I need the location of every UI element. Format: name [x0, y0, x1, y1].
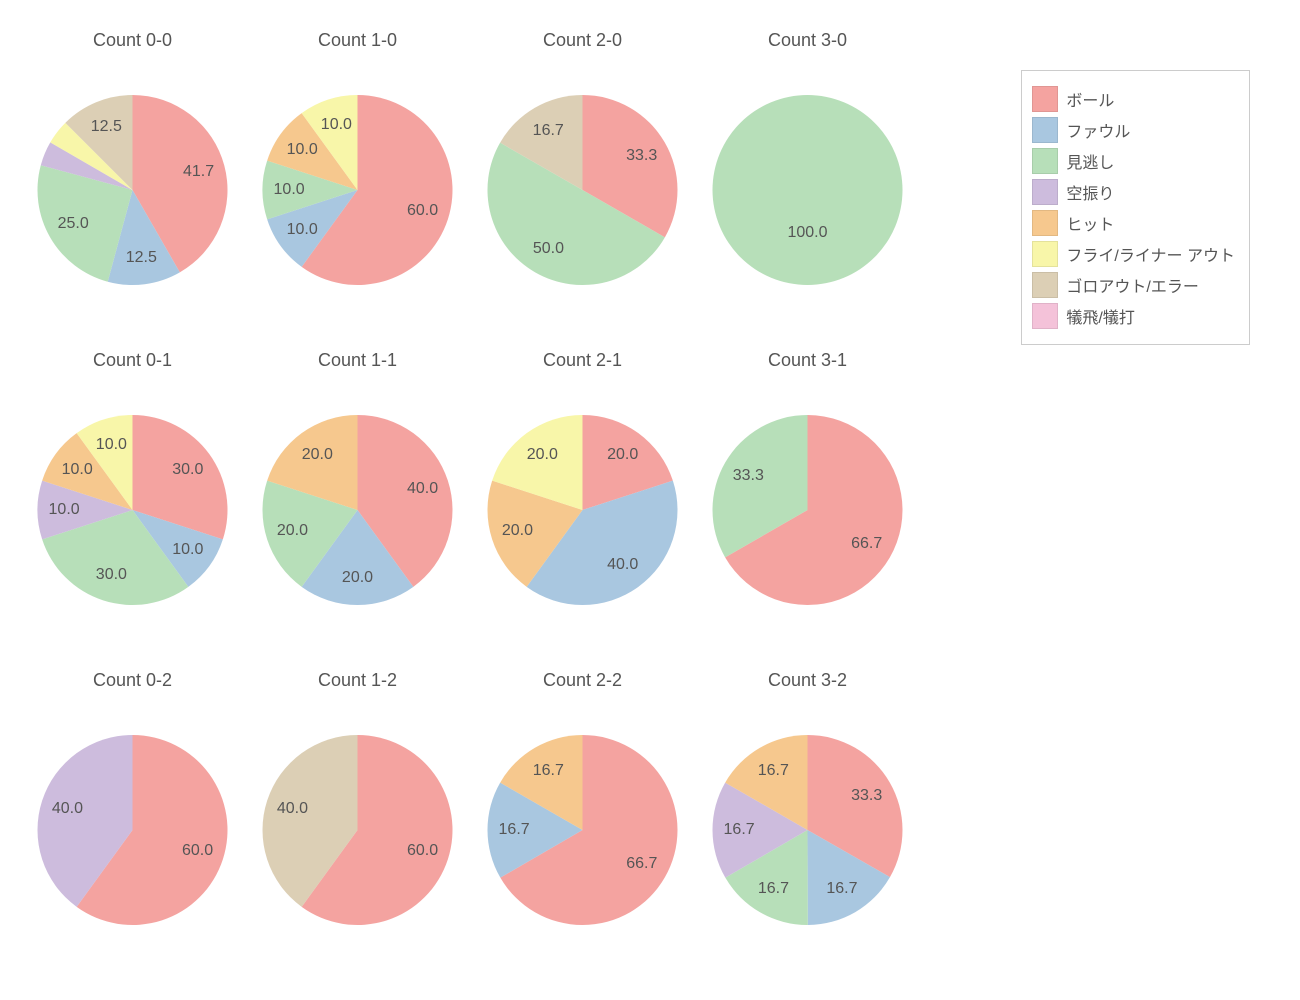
chart-title: Count 0-2 — [20, 660, 245, 695]
pie-grid: Count 0-041.712.525.012.5Count 1-060.010… — [20, 20, 920, 980]
legend-swatch — [1032, 179, 1058, 205]
legend-swatch — [1032, 117, 1058, 143]
chart-title: Count 3-0 — [695, 20, 920, 55]
chart-title: Count 1-1 — [245, 340, 470, 375]
cell-c30: Count 3-0100.0 — [695, 20, 920, 340]
cell-c31: Count 3-166.733.3 — [695, 340, 920, 660]
cell-c11: Count 1-140.020.020.020.0 — [245, 340, 470, 660]
pie-c12: 60.040.0 — [245, 695, 470, 955]
chart-title: Count 0-0 — [20, 20, 245, 55]
legend-swatch — [1032, 303, 1058, 329]
pie-c11: 40.020.020.020.0 — [245, 375, 470, 635]
legend-swatch — [1032, 241, 1058, 267]
legend-row-fly: フライ/ライナー アウト — [1032, 241, 1235, 267]
pie-c32: 33.316.716.716.716.7 — [695, 695, 920, 955]
legend-row-hit: ヒット — [1032, 210, 1235, 236]
cell-c01: Count 0-130.010.030.010.010.010.0 — [20, 340, 245, 660]
chart-title: Count 1-2 — [245, 660, 470, 695]
legend-label: 犠飛/犠打 — [1066, 304, 1134, 328]
slice-look — [713, 95, 903, 285]
chart-canvas: Count 0-041.712.525.012.5Count 1-060.010… — [0, 0, 1300, 1000]
legend-row-foul: ファウル — [1032, 117, 1235, 143]
legend-row-look: 見逃し — [1032, 148, 1235, 174]
pie-c01: 30.010.030.010.010.010.0 — [20, 375, 245, 635]
legend-swatch — [1032, 210, 1058, 236]
pie-c02: 60.040.0 — [20, 695, 245, 955]
legend-label: ヒット — [1066, 211, 1114, 235]
pie-c10: 60.010.010.010.010.0 — [245, 55, 470, 315]
legend-label: ボール — [1066, 87, 1114, 111]
legend-label: 空振り — [1066, 180, 1114, 204]
cell-c10: Count 1-060.010.010.010.010.0 — [245, 20, 470, 340]
cell-c32: Count 3-233.316.716.716.716.7 — [695, 660, 920, 980]
cell-c02: Count 0-260.040.0 — [20, 660, 245, 980]
pie-c21: 20.040.020.020.0 — [470, 375, 695, 635]
pie-c31: 66.733.3 — [695, 375, 920, 635]
legend-row-ground: ゴロアウト/エラー — [1032, 272, 1235, 298]
cell-c12: Count 1-260.040.0 — [245, 660, 470, 980]
chart-title: Count 1-0 — [245, 20, 470, 55]
chart-title: Count 2-2 — [470, 660, 695, 695]
legend-row-ball: ボール — [1032, 86, 1235, 112]
chart-title: Count 0-1 — [20, 340, 245, 375]
chart-title: Count 2-1 — [470, 340, 695, 375]
legend-label: ファウル — [1066, 118, 1130, 142]
legend-row-swing: 空振り — [1032, 179, 1235, 205]
legend-label: フライ/ライナー アウト — [1066, 242, 1235, 266]
chart-title: Count 2-0 — [470, 20, 695, 55]
legend-label: 見逃し — [1066, 149, 1114, 173]
legend-swatch — [1032, 272, 1058, 298]
chart-title: Count 3-1 — [695, 340, 920, 375]
legend-row-sac: 犠飛/犠打 — [1032, 303, 1235, 329]
cell-c21: Count 2-120.040.020.020.0 — [470, 340, 695, 660]
legend-label: ゴロアウト/エラー — [1066, 273, 1198, 297]
cell-c20: Count 2-033.350.016.7 — [470, 20, 695, 340]
legend: ボールファウル見逃し空振りヒットフライ/ライナー アウトゴロアウト/エラー犠飛/… — [1021, 70, 1250, 345]
legend-swatch — [1032, 148, 1058, 174]
chart-title: Count 3-2 — [695, 660, 920, 695]
pie-c22: 66.716.716.7 — [470, 695, 695, 955]
cell-c22: Count 2-266.716.716.7 — [470, 660, 695, 980]
pie-c20: 33.350.016.7 — [470, 55, 695, 315]
cell-c00: Count 0-041.712.525.012.5 — [20, 20, 245, 340]
pie-c30: 100.0 — [695, 55, 920, 315]
pie-c00: 41.712.525.012.5 — [20, 55, 245, 315]
legend-swatch — [1032, 86, 1058, 112]
